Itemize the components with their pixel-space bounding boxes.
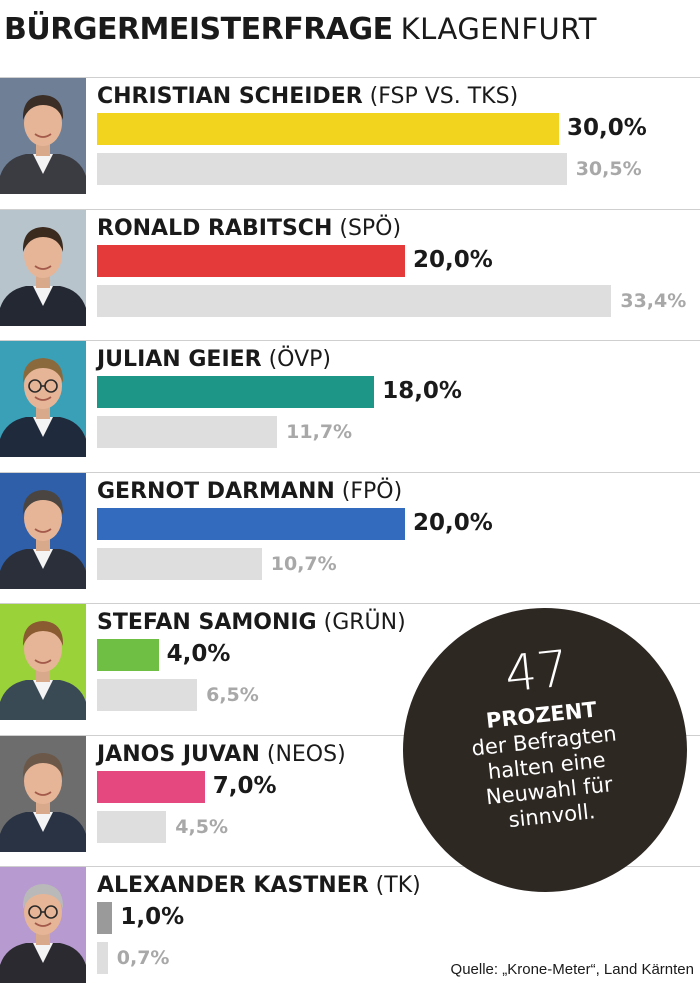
- candidate-name: ALEXANDER KASTNER: [97, 873, 369, 898]
- previous-value: 0,7%: [116, 947, 170, 969]
- person-photo-icon: [0, 78, 86, 194]
- person-photo-icon: [0, 210, 86, 326]
- candidate-photo: [0, 736, 86, 852]
- candidate-label: GERNOT DARMANN (FPÖ): [97, 479, 402, 504]
- row-divider: [0, 735, 700, 736]
- row-divider: [0, 866, 700, 867]
- result-value: 20,0%: [413, 510, 493, 536]
- candidate-party: (TK): [375, 873, 421, 898]
- result-value: 18,0%: [382, 378, 462, 404]
- previous-value: 6,5%: [206, 684, 259, 706]
- candidate-party: (NEOS): [266, 742, 346, 767]
- previous-bar: [97, 548, 262, 580]
- candidate-row: ALEXANDER KASTNER (TK) 1,0% 0,7%: [0, 867, 700, 999]
- previous-value: 33,4%: [620, 290, 687, 312]
- candidate-party: (FPÖ): [341, 479, 403, 504]
- previous-value: 4,5%: [175, 816, 228, 838]
- candidate-party: (FSP VS. TKS): [369, 84, 519, 109]
- candidate-photo: [0, 473, 86, 589]
- result-bar: [97, 113, 559, 145]
- previous-bar: [97, 285, 612, 317]
- source-note: Quelle: „Krone-Meter“, Land Kärnten: [450, 961, 694, 978]
- candidate-photo: [0, 78, 86, 194]
- candidate-label: JULIAN GEIER (ÖVP): [97, 347, 331, 372]
- candidate-name: JANOS JUVAN: [97, 742, 260, 767]
- result-bar: [97, 902, 113, 934]
- candidate-photo: [0, 604, 86, 720]
- candidate-photo: [0, 341, 86, 457]
- person-photo-icon: [0, 473, 86, 589]
- candidate-name: CHRISTIAN SCHEIDER: [97, 84, 363, 109]
- result-value: 1,0%: [120, 904, 185, 930]
- result-bar: [97, 771, 205, 803]
- row-divider: [0, 77, 700, 78]
- result-bar: [97, 376, 375, 408]
- candidate-name: RONALD RABITSCH: [97, 216, 333, 241]
- row-divider: [0, 603, 700, 604]
- title-bold: BÜRGERMEISTERFRAGE: [4, 12, 393, 47]
- candidate-party: (SPÖ): [339, 216, 402, 241]
- candidate-row: JANOS JUVAN (NEOS) 7,0% 4,5%: [0, 736, 700, 868]
- result-bar: [97, 639, 159, 671]
- candidate-label: ALEXANDER KASTNER (TK): [97, 873, 421, 898]
- title-light: KLAGENFURT: [400, 12, 597, 46]
- candidate-name: GERNOT DARMANN: [97, 479, 335, 504]
- candidate-row: CHRISTIAN SCHEIDER (FSP VS. TKS) 30,0% 30,…: [0, 78, 700, 210]
- row-divider: [0, 340, 700, 341]
- previous-bar: [97, 942, 108, 974]
- person-photo-icon: [0, 604, 86, 720]
- result-bar: [97, 245, 405, 277]
- person-photo-icon: [0, 341, 86, 457]
- candidate-row: STEFAN SAMONIG (GRÜN) 4,0% 6,5%: [0, 604, 700, 736]
- previous-bar: [97, 153, 567, 185]
- candidate-name: JULIAN GEIER: [97, 347, 262, 372]
- candidate-party: (ÖVP): [268, 347, 332, 372]
- previous-bar: [97, 679, 198, 711]
- result-value: 20,0%: [413, 247, 493, 273]
- candidate-photo: [0, 867, 86, 983]
- result-bar: [97, 508, 405, 540]
- candidate-photo: [0, 210, 86, 326]
- page-title: BÜRGERMEISTERFRAGE KLAGENFURT: [4, 12, 597, 52]
- candidate-row: GERNOT DARMANN (FPÖ) 20,0% 10,7%: [0, 473, 700, 605]
- result-value: 30,0%: [567, 115, 647, 141]
- candidate-row: RONALD RABITSCH (SPÖ) 20,0% 33,4%: [0, 210, 700, 342]
- person-photo-icon: [0, 736, 86, 852]
- candidate-row: JULIAN GEIER (ÖVP) 18,0% 11,7%: [0, 341, 700, 473]
- person-photo-icon: [0, 867, 86, 983]
- candidate-label: JANOS JUVAN (NEOS): [97, 742, 346, 767]
- candidate-label: STEFAN SAMONIG (GRÜN): [97, 610, 406, 635]
- previous-bar: [97, 416, 278, 448]
- result-value: 7,0%: [212, 773, 277, 799]
- candidate-party: (GRÜN): [323, 610, 406, 635]
- previous-value: 10,7%: [270, 553, 337, 575]
- candidate-name: STEFAN SAMONIG: [97, 610, 317, 635]
- candidate-label: CHRISTIAN SCHEIDER (FSP VS. TKS): [97, 84, 518, 109]
- previous-value: 11,7%: [286, 421, 353, 443]
- result-value: 4,0%: [166, 641, 231, 667]
- row-divider: [0, 472, 700, 473]
- candidate-label: RONALD RABITSCH (SPÖ): [97, 216, 401, 241]
- previous-value: 30,5%: [575, 158, 642, 180]
- previous-bar: [97, 811, 167, 843]
- row-divider: [0, 209, 700, 210]
